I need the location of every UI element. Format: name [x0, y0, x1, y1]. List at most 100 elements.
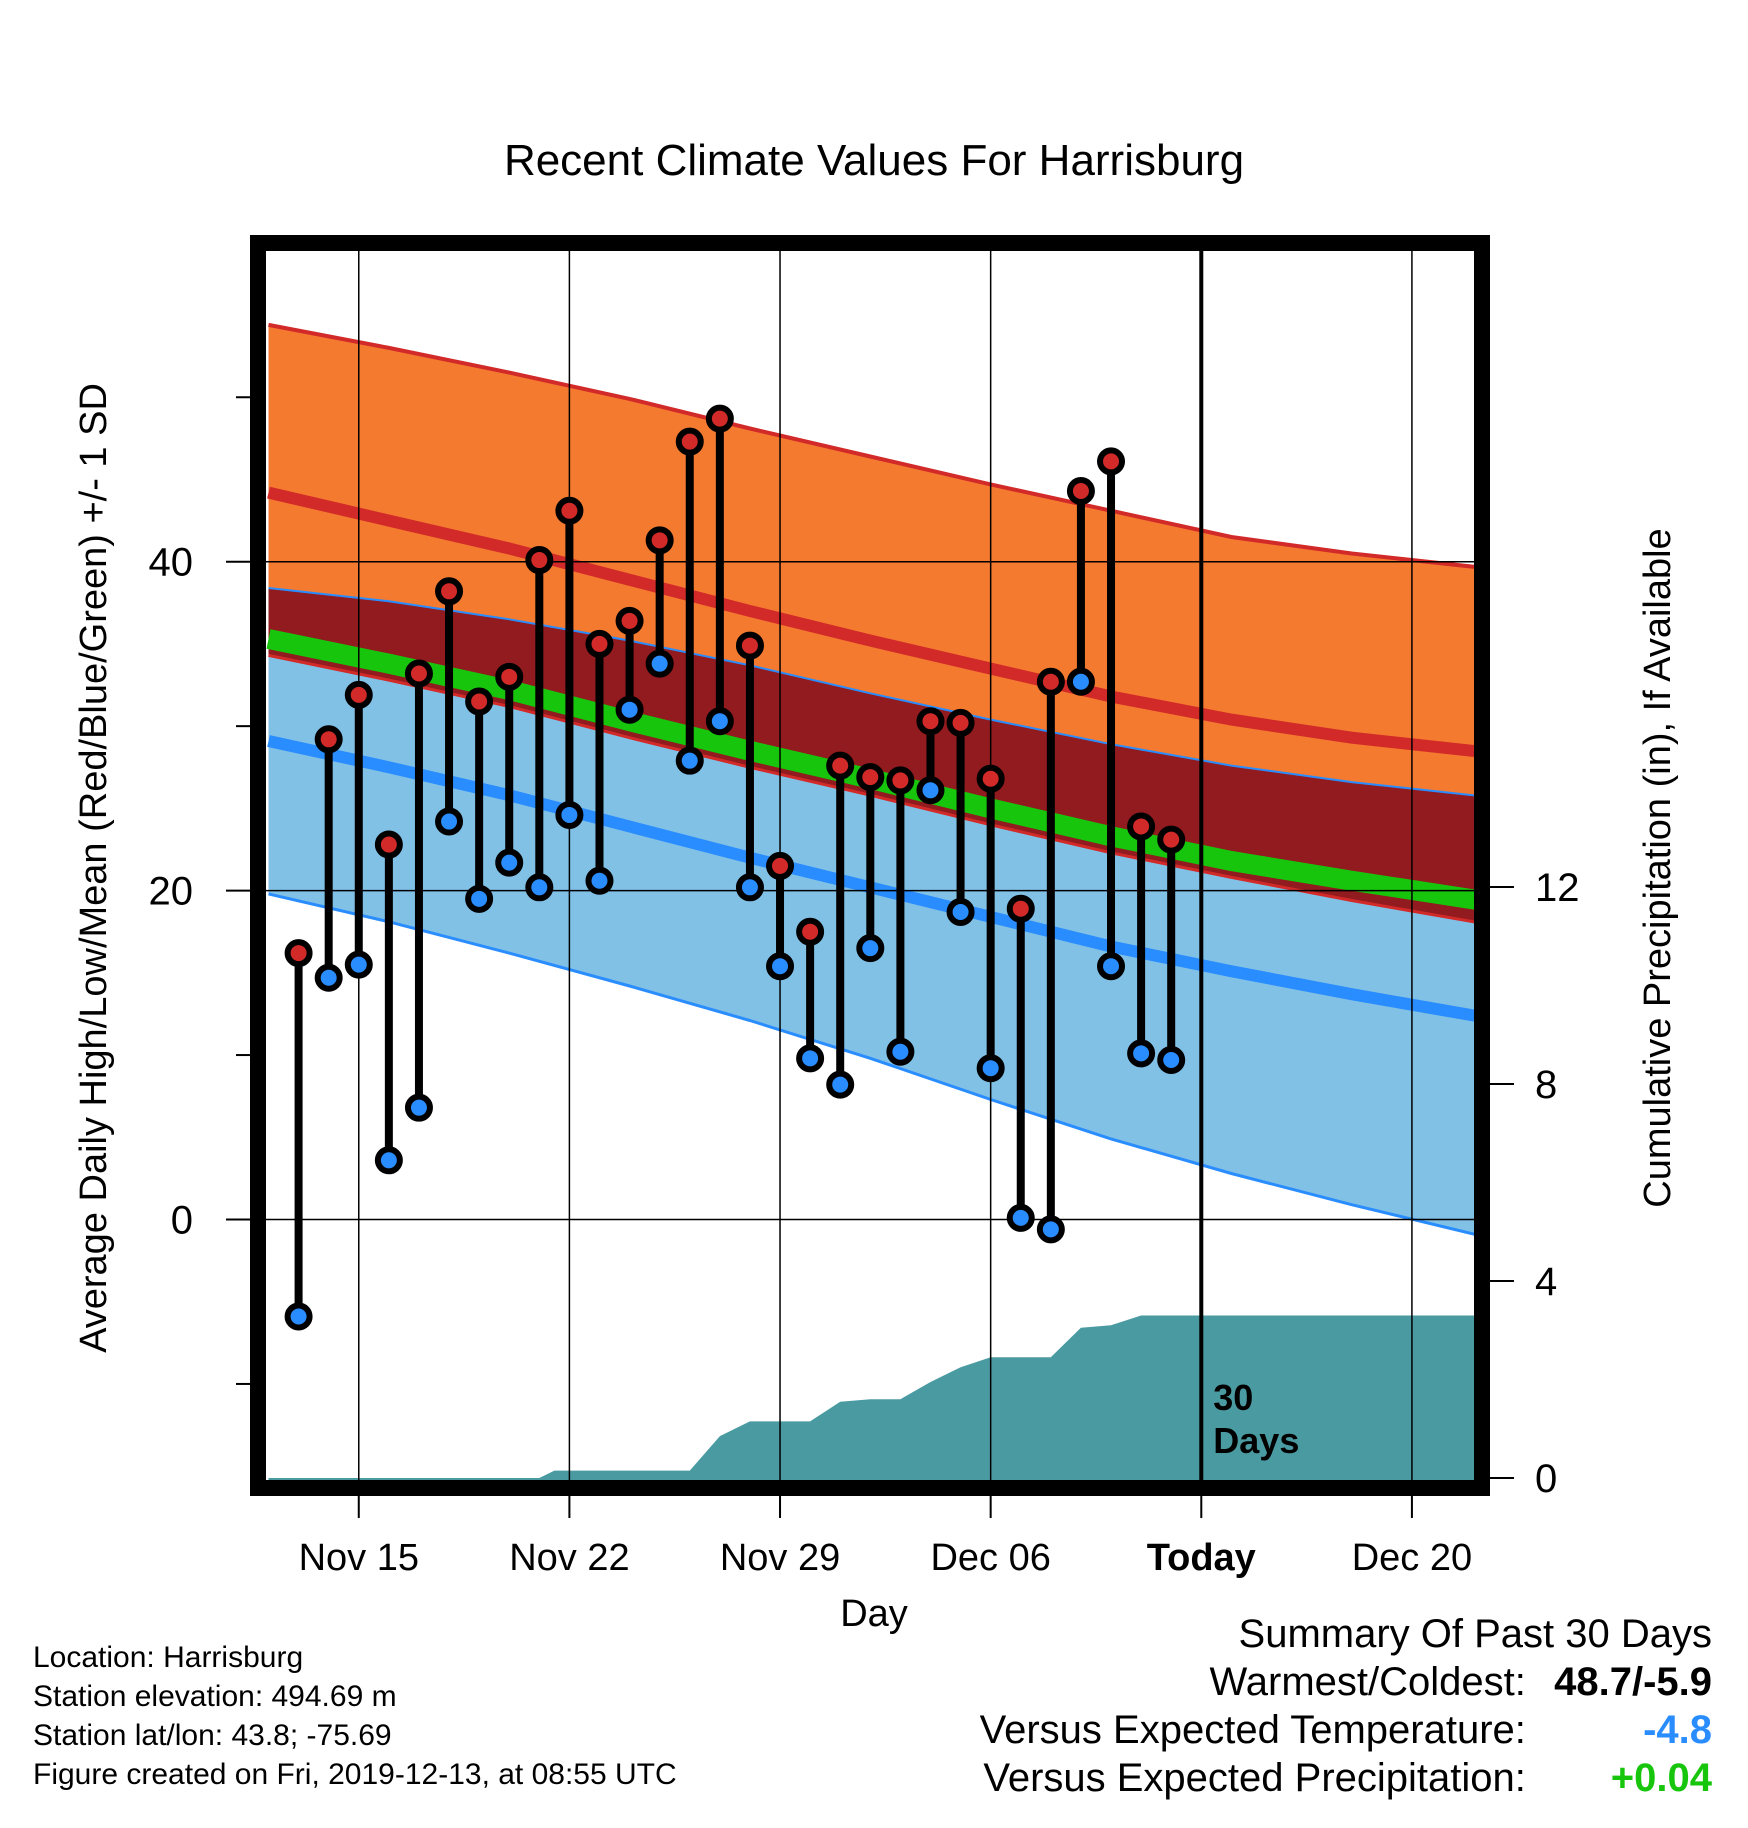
- x-tick-label: Dec 06: [930, 1537, 1050, 1579]
- temp-label: Versus Expected Temperature:: [979, 1708, 1526, 1752]
- warmest-value: 48.7/-5.9: [1554, 1660, 1712, 1704]
- created-text: Figure created on Fri, 2019-12-13, at 08…: [33, 1758, 677, 1791]
- y-right-tick-label: 0: [1535, 1457, 1557, 1501]
- daily-high-point: [946, 708, 975, 737]
- daily-high-point: [645, 526, 674, 555]
- daily-low-point: [946, 897, 975, 926]
- x-tick-label: Dec 20: [1352, 1537, 1472, 1579]
- summary-warmest-row: Warmest/Coldest: 48.7/-5.9: [980, 1658, 1713, 1706]
- daily-high-point: [555, 496, 584, 525]
- daily-low-point: [465, 884, 494, 913]
- daily-low-point: [374, 1146, 403, 1175]
- daily-high-point: [916, 707, 945, 736]
- summary-temp-row: Versus Expected Temperature: -4.8: [980, 1706, 1712, 1754]
- daily-high-point: [1066, 476, 1095, 505]
- low-lower-line: [268, 892, 1482, 1238]
- daily-low-point: [916, 776, 945, 805]
- daily-low-point: [675, 746, 704, 775]
- y-left-tick-label: 40: [149, 541, 194, 585]
- daily-low-point: [1127, 1039, 1156, 1068]
- y-axis-label-left: Average Daily High/Low/Mean (Red/Blue/Gr…: [73, 383, 115, 1353]
- daily-high-point: [495, 662, 524, 691]
- daily-low-point: [435, 807, 464, 836]
- daily-high-point: [735, 631, 764, 660]
- precip-label: Versus Expected Precipitation:: [983, 1756, 1526, 1800]
- elevation-text: Station elevation: 494.69 m: [33, 1680, 397, 1713]
- daily-low-point: [886, 1037, 915, 1066]
- daily-high-point: [435, 577, 464, 606]
- high-upper-line: [268, 322, 1482, 570]
- daily-high-point: [1097, 447, 1126, 476]
- y-right-tick-label: 12: [1535, 866, 1580, 910]
- daily-high-point: [585, 629, 614, 658]
- daily-high-point: [796, 917, 825, 946]
- x-tick-label: Today: [1147, 1537, 1256, 1579]
- x-tick-label: Nov 15: [299, 1537, 419, 1579]
- daily-high-point: [705, 404, 734, 433]
- daily-low-point: [735, 873, 764, 902]
- daily-high-point: [1036, 667, 1065, 696]
- y-left-tick-label: 0: [171, 1199, 193, 1243]
- daily-high-point: [344, 680, 373, 709]
- x-axis-label: Day: [840, 1593, 908, 1635]
- plot-frame: [250, 235, 1490, 1496]
- y-right-tick-label: 4: [1535, 1260, 1557, 1304]
- high-normal-band: [268, 324, 1482, 797]
- daily-low-point: [705, 707, 734, 736]
- location-text: Location: Harrisburg: [33, 1641, 304, 1674]
- precip-area: [268, 1315, 1482, 1488]
- daily-high-point: [1157, 825, 1186, 854]
- daily-high-point: [374, 830, 403, 859]
- x-tick-label: Nov 29: [720, 1537, 840, 1579]
- daily-low-point: [1097, 952, 1126, 981]
- precip-value: +0.04: [1610, 1756, 1712, 1800]
- daily-low-point: [1006, 1203, 1035, 1232]
- daily-low-point: [856, 934, 885, 963]
- daily-high-point: [314, 725, 343, 754]
- summary-precip-row: Versus Expected Precipitation: +0.04: [980, 1754, 1712, 1802]
- summary-title: Summary Of Past 30 Days: [1238, 1612, 1712, 1656]
- summary-panel: Summary Of Past 30 Days Warmest/Coldest:…: [980, 1610, 1712, 1802]
- daily-low-point: [645, 649, 674, 678]
- daily-low-point: [976, 1054, 1005, 1083]
- daily-high-point: [465, 687, 494, 716]
- daily-low-point: [314, 963, 343, 992]
- latlon-text: Station lat/lon: 43.8; -75.69: [33, 1719, 392, 1752]
- high-lower-line: [268, 587, 1482, 798]
- daily-low-point: [585, 866, 614, 895]
- daily-high-point: [976, 764, 1005, 793]
- daily-high-point: [826, 751, 855, 780]
- chart-title: Recent Climate Values For Harrisburg: [504, 136, 1244, 185]
- daily-high-point: [856, 763, 885, 792]
- daily-low-point: [404, 1093, 433, 1122]
- station-info: Location: Harrisburg Station elevation: …: [33, 1638, 677, 1794]
- daily-low-point: [495, 848, 524, 877]
- daily-low-point: [525, 873, 554, 902]
- daily-high-point: [404, 659, 433, 688]
- daily-high-point: [1006, 894, 1035, 923]
- high-mean-line: [267, 486, 1482, 758]
- warmest-label: Warmest/Coldest:: [1209, 1660, 1526, 1704]
- daily-low-point: [1036, 1215, 1065, 1244]
- daily-high-point: [1127, 812, 1156, 841]
- daily-high-point: [615, 606, 644, 635]
- daily-low-point: [1157, 1045, 1186, 1074]
- daily-high-point: [525, 546, 554, 575]
- daily-low-point: [796, 1044, 825, 1073]
- daily-low-point: [826, 1070, 855, 1099]
- x-tick-label: Nov 22: [509, 1537, 629, 1579]
- today-days-word: Days: [1213, 1420, 1299, 1461]
- daily-low-point: [284, 1302, 313, 1331]
- today-days-number: 30: [1213, 1377, 1253, 1418]
- daily-low-point: [766, 952, 795, 981]
- y-right-tick-label: 8: [1535, 1063, 1557, 1107]
- daily-high-point: [675, 427, 704, 456]
- y-left-tick-label: 20: [149, 870, 194, 914]
- y-axis-label-right: Cumulative Precipitation (in), If Availa…: [1637, 528, 1679, 1207]
- daily-high-point: [886, 766, 915, 795]
- daily-high-point: [284, 939, 313, 968]
- daily-low-point: [1066, 667, 1095, 696]
- daily-low-point: [344, 950, 373, 979]
